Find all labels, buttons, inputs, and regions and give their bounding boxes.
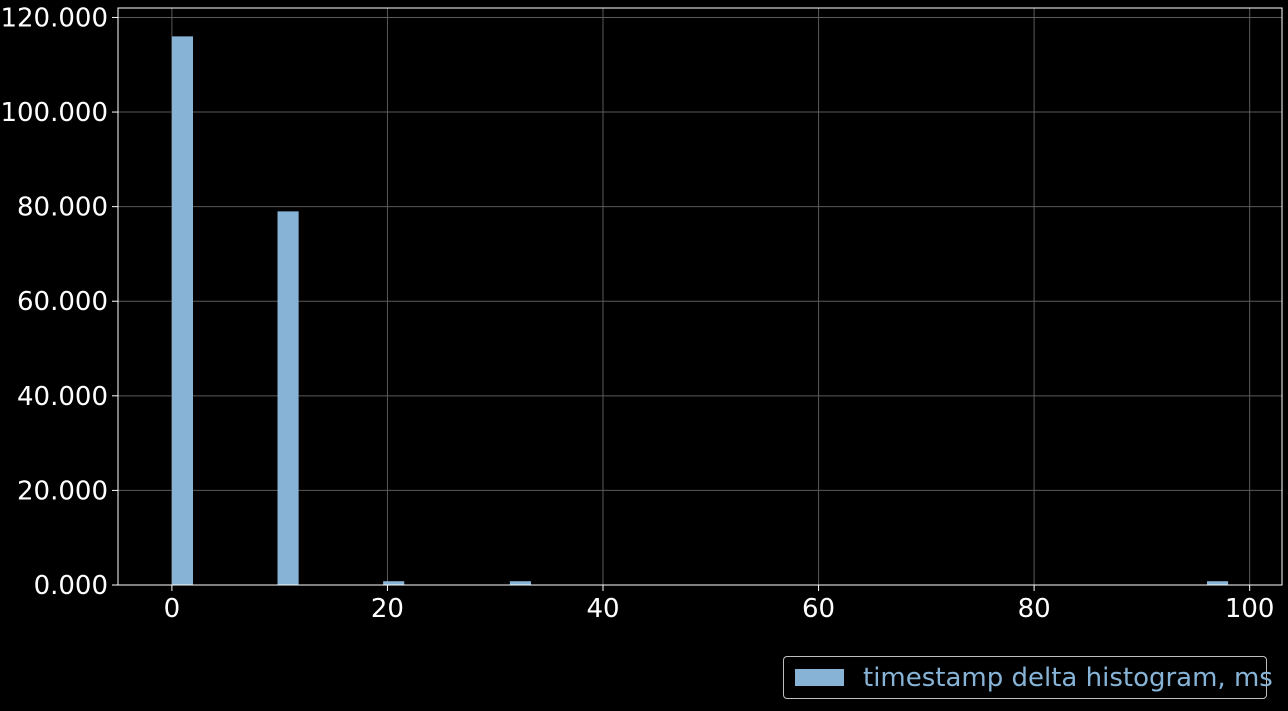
axes-frame (117, 7, 1283, 586)
legend: timestamp delta histogram, ms (783, 656, 1273, 699)
histogram-bar (1206, 581, 1229, 585)
y-tick-label: 40.000 (17, 382, 108, 412)
legend-label: timestamp delta histogram, ms (863, 663, 1273, 693)
y-tick-label: 60.000 (17, 287, 108, 317)
y-tick-label: 20.000 (17, 476, 108, 506)
grid-lines (118, 8, 1282, 586)
y-axis-ticks: 0.000 20.000 40.000 60.000 80.000 100.000 120.… (0, 3, 118, 601)
y-tick-label: 0.000 (34, 571, 108, 601)
y-tick-label: 120.000 (0, 3, 108, 33)
x-tick-label: 20 (371, 594, 404, 624)
y-tick-label: 100.000 (0, 98, 108, 128)
histogram-bar (383, 581, 405, 585)
histogram-bar (171, 36, 194, 585)
x-tick-label: 60 (802, 594, 835, 624)
x-tick-label: 40 (586, 594, 619, 624)
x-tick-label: 80 (1018, 594, 1051, 624)
histogram-bar (509, 581, 532, 585)
histogram-bar (277, 211, 299, 586)
x-tick-label: 0 (164, 594, 181, 624)
x-tick-label: 100 (1225, 594, 1275, 624)
x-axis-ticks: 0 20 40 60 80 100 (164, 585, 1275, 624)
y-tick-label: 80.000 (17, 193, 108, 223)
legend-swatch (795, 669, 844, 686)
histogram-bars (171, 36, 1229, 586)
